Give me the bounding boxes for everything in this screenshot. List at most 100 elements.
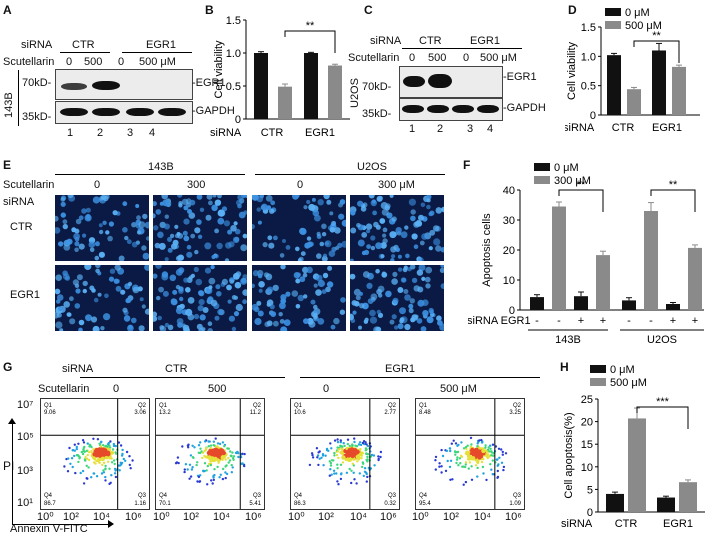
fluorescence-image: [55, 195, 149, 261]
y-axis-label: Cell apoptosis(%): [563, 412, 575, 498]
fluorescence-image: [55, 265, 149, 331]
egr1-blot: [399, 66, 503, 98]
x-tick: 10⁰: [288, 511, 305, 523]
nuclei-pattern: [252, 265, 346, 331]
quadrant-label: 11.2: [250, 410, 262, 416]
y-tick-label: 0: [587, 507, 593, 519]
lane-number: 3: [467, 123, 474, 135]
egr1-bracket: [462, 48, 522, 49]
sign-label: -: [649, 315, 653, 327]
quadrant-label: Q4: [419, 493, 428, 499]
cell-line-bracket: [18, 70, 19, 126]
legend-label: 500 μM: [610, 377, 647, 389]
flow-dots: Q18.48 Q23.25 Q4 95.4 Q3 1.09: [416, 399, 524, 509]
quadrant-label: Q3: [388, 493, 397, 499]
bar: [552, 206, 566, 310]
fluorescence-image: [252, 195, 346, 261]
sirna-label: siRNA EGR1: [468, 315, 531, 327]
legend-label: 0 μM: [625, 7, 650, 19]
bar: [679, 482, 697, 512]
egr1-label: EGR1: [470, 35, 500, 47]
pi-axis-label: PI: [3, 459, 15, 473]
fluorescence-image: [350, 265, 444, 331]
scutellarin-label: Scutellarin: [348, 52, 400, 64]
bar: [606, 493, 624, 512]
group-label: EGR1: [652, 122, 682, 134]
dose-label: 500 μM: [139, 56, 176, 68]
panel-label-h: H: [560, 360, 569, 374]
bar: [254, 53, 268, 119]
dose-label: 0: [113, 383, 120, 395]
sirna-label: siRNA: [21, 39, 53, 51]
fluorescence-image: [252, 265, 346, 331]
pi-axis-arrow: [12, 420, 13, 525]
arrow-right-icon: [108, 520, 114, 528]
nuclei-pattern: [55, 265, 149, 331]
group-label: EGR1: [663, 518, 693, 530]
bar: [672, 66, 686, 115]
kd70-label: 70kD-: [362, 81, 392, 93]
bar: [628, 418, 646, 512]
y-tick-label: 5: [587, 484, 593, 496]
quadrant-label: 70.1: [159, 501, 171, 507]
quadrant-label: Q3: [253, 493, 262, 499]
x-tick: 10⁶: [505, 511, 522, 523]
cell-line-label: 143B: [148, 161, 174, 173]
egr1-label: EGR1: [385, 363, 415, 375]
quadrant-label: 8.48: [419, 410, 431, 416]
ctr-label: CTR: [72, 39, 95, 51]
quadrant-label: 86.3: [294, 501, 306, 507]
bar: [627, 89, 641, 115]
x-tick: 10²: [63, 511, 79, 523]
gapdh-blot: [399, 98, 503, 121]
dose-label: 500: [208, 383, 227, 395]
y-tick-label: 20: [503, 245, 515, 257]
sign-label: -: [535, 315, 539, 327]
cell-line-label: U2OS: [647, 334, 677, 346]
group-label: EGR1: [305, 127, 335, 139]
y-tick-label: 0: [509, 305, 515, 317]
gapdh-band-label: -GAPDH: [503, 102, 546, 114]
quadrant-label: 1.09: [509, 501, 521, 507]
sign-label: +: [600, 315, 606, 327]
quadrant-label: 3.06: [134, 410, 146, 416]
y-tick-label: 1.5: [581, 22, 596, 34]
quadrant-label: Q4: [44, 493, 53, 499]
kd35-label: 35kD-: [22, 111, 52, 123]
sirna-label: siRNA: [62, 363, 94, 375]
dose-label: 300 μM: [378, 179, 415, 191]
quadrant-label: Q2: [138, 403, 147, 409]
kd70-label: 70kD-: [22, 77, 52, 89]
quadrant-label: Q1: [294, 403, 303, 409]
bar: [328, 65, 342, 119]
dose-label: 0: [94, 179, 101, 191]
y-axis-label: Apoptosis cells: [481, 213, 493, 287]
legend-swatch: [590, 378, 606, 386]
quadrant-label: Q2: [513, 403, 522, 409]
x-tick: 10⁶: [125, 511, 142, 523]
lane-number: 4: [487, 123, 494, 135]
cell-line-label: U2OS: [357, 161, 387, 173]
quadrant-label: Q4: [159, 493, 168, 499]
quadrant-label: 9.06: [44, 410, 56, 416]
quadrant-label: Q2: [253, 403, 262, 409]
x-tick: 10²: [443, 511, 459, 523]
y-tick-label: 1.0: [226, 48, 241, 60]
flow-plot: Q1 13.2 Q2 11.2 Q4 70.1 Q3 5.41: [155, 398, 265, 510]
row-label-ctr: CTR: [10, 221, 33, 233]
y-tick-label: 10: [503, 275, 515, 287]
bar: [666, 304, 680, 310]
significance-label: **: [577, 179, 586, 191]
bar: [652, 50, 666, 115]
row-label-egr1: EGR1: [10, 289, 40, 301]
dose-label: 0: [297, 179, 304, 191]
sirna-label: siRNA: [561, 518, 593, 530]
nuclei-pattern: [252, 195, 346, 261]
bar: [278, 86, 292, 119]
legend-label: 0 μM: [610, 364, 635, 376]
panel-label-d: D: [568, 3, 577, 17]
bar: [530, 297, 544, 310]
quadrant-label: 10.6: [294, 410, 306, 416]
x-tick: 10²: [183, 511, 199, 523]
